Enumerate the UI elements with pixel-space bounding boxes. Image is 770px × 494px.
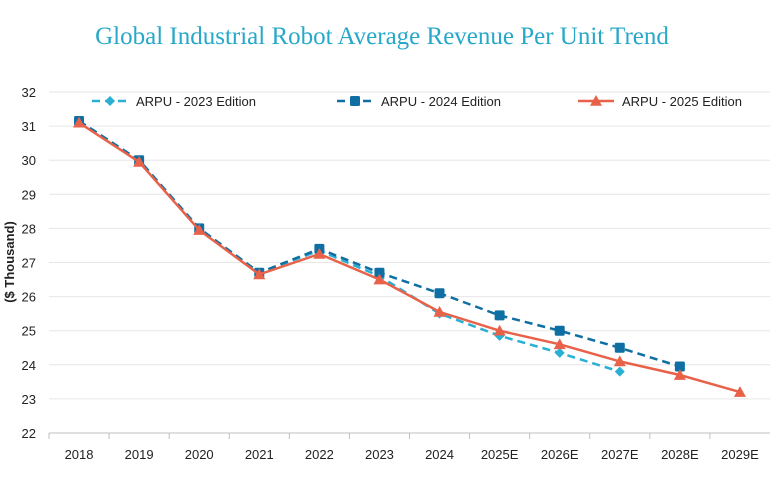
axes: 22 23 24 25 26 27 28 29 30 31 32 2018 2019 2020 2021 20…	[22, 85, 770, 462]
y-tick-label: 24	[22, 358, 36, 373]
series-3	[73, 116, 746, 397]
legend-marker	[590, 95, 602, 106]
data-point	[433, 305, 446, 317]
data-point	[373, 273, 386, 285]
legend-label: ARPU - 2023 Edition	[136, 94, 256, 109]
legend-item: ARPU - 2024 Edition	[337, 94, 501, 109]
x-tick-label: 2024	[425, 447, 454, 462]
x-tick-label: 2027E	[601, 447, 639, 462]
grid	[49, 91, 770, 400]
series-group	[73, 115, 746, 397]
y-tick-label: 26	[22, 290, 36, 305]
x-tick-label: 2029E	[721, 447, 759, 462]
legend-item: ARPU - 2025 Edition	[578, 94, 742, 109]
y-tick-label: 23	[22, 392, 36, 407]
series-2	[74, 115, 685, 372]
data-point	[733, 386, 746, 397]
y-tick-label: 32	[22, 85, 36, 100]
data-point	[494, 310, 505, 321]
y-tick-label: 28	[22, 221, 36, 236]
series-line	[78, 119, 681, 368]
legend-label: ARPU - 2024 Edition	[381, 94, 501, 109]
y-tick-label: 25	[22, 324, 36, 339]
chart-title: Global Industrial Robot Average Revenue …	[95, 23, 669, 50]
legend-marker	[350, 96, 360, 106]
y-tick-label: 30	[22, 153, 36, 168]
x-tick-label: 2020	[185, 447, 214, 462]
legend-label: ARPU - 2025 Edition	[622, 94, 742, 109]
data-point	[133, 155, 146, 167]
data-point	[493, 324, 506, 336]
y-axis-label: ($ Thousand)	[2, 221, 17, 303]
data-point	[614, 366, 625, 377]
legend-item: ARPU - 2023 Edition	[92, 94, 256, 109]
data-point	[554, 325, 565, 336]
data-point	[554, 347, 565, 358]
x-tick-label: 2025E	[481, 447, 519, 462]
x-tick-label: 2022	[305, 447, 334, 462]
data-point	[73, 116, 86, 128]
series-line	[78, 119, 621, 373]
x-tick-label: 2023	[365, 447, 394, 462]
y-tick-label: 29	[22, 187, 36, 202]
x-tick-label: 2019	[125, 447, 154, 462]
y-tick-label: 31	[22, 119, 36, 134]
legend: ARPU - 2023 Edition ARPU - 2024 Edition AR…	[92, 94, 742, 109]
data-point	[374, 267, 385, 278]
data-point	[193, 224, 206, 235]
data-point	[253, 268, 266, 280]
data-point	[614, 342, 625, 353]
data-point	[553, 338, 566, 350]
series-line	[78, 121, 741, 394]
legend-marker	[105, 96, 115, 106]
data-point	[434, 288, 445, 299]
data-point	[674, 361, 685, 372]
y-tick-label: 22	[22, 426, 36, 441]
data-point	[313, 247, 326, 259]
x-tick-label: 2018	[65, 447, 94, 462]
y-tick-label: 27	[22, 256, 36, 271]
data-point	[613, 355, 626, 367]
x-tick-label: 2028E	[661, 447, 699, 462]
series-1	[74, 115, 625, 377]
x-tick-label: 2021	[245, 447, 274, 462]
x-tick-label: 2026E	[541, 447, 579, 462]
data-point	[673, 369, 686, 380]
